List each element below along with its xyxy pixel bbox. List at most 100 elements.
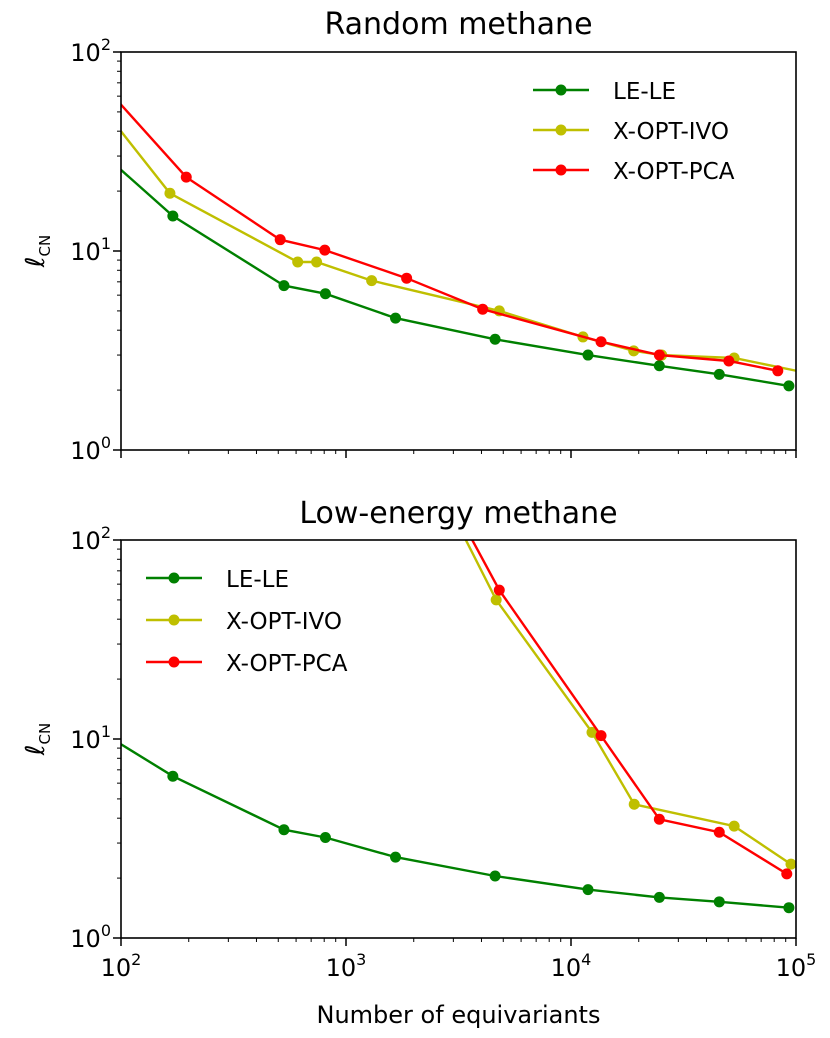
x-axis-label: Number of equivariants	[317, 1001, 601, 1029]
legend-label: X-OPT-IVO	[226, 609, 342, 635]
plot-frame	[120, 51, 797, 451]
chart-panel-1: Random methane100101102ℓCNLE-LEX-OPT-IVO…	[21, 7, 797, 465]
y-tick-base: 10	[70, 527, 101, 555]
data-point	[653, 360, 665, 372]
legend-label: LE-LE	[613, 79, 676, 105]
data-point	[274, 234, 286, 246]
legend-label: X-OPT-IVO	[613, 119, 729, 145]
x-tick-exponent: 3	[356, 950, 366, 969]
legend-marker	[555, 124, 567, 136]
series-group	[121, 466, 796, 914]
y-axis-label: ℓCN	[21, 723, 54, 756]
data-point	[713, 826, 725, 838]
data-point	[783, 902, 795, 914]
data-point	[94, 75, 105, 86]
y-tick-exponent: 1	[101, 722, 111, 741]
legend-marker	[555, 84, 567, 96]
data-point	[477, 303, 489, 315]
data-point	[430, 466, 441, 477]
data-point	[781, 868, 793, 880]
x-tick-base: 10	[101, 954, 132, 982]
series-line-x-opt-pca	[470, 540, 788, 875]
data-point	[783, 380, 795, 392]
data-point	[582, 349, 594, 361]
data-point	[653, 891, 665, 903]
data-point	[713, 896, 725, 908]
data-point	[489, 333, 501, 345]
data-point	[653, 813, 665, 825]
y-tick-label: 102	[70, 523, 111, 555]
data-point	[493, 584, 505, 596]
legend-marker	[168, 656, 180, 668]
data-point	[390, 851, 402, 863]
y-tick-base: 10	[70, 726, 101, 754]
data-point	[94, 145, 105, 156]
y-axis-label-main: ℓ	[21, 744, 51, 756]
data-point	[319, 244, 331, 256]
series-line-le-le	[121, 168, 790, 388]
y-tick-exponent: 0	[101, 921, 111, 940]
plot-frame	[120, 539, 797, 939]
x-tick-base: 10	[776, 954, 807, 982]
data-point	[366, 275, 378, 287]
y-tick-label: 100	[70, 921, 111, 953]
series-line-x-opt-pca	[121, 102, 779, 372]
y-tick-label: 100	[70, 433, 111, 465]
data-point	[586, 726, 598, 738]
legend-label: LE-LE	[226, 567, 289, 593]
data-point	[401, 272, 413, 284]
y-tick-label: 101	[70, 722, 111, 754]
y-axis-label: ℓCN	[21, 235, 54, 268]
data-point	[180, 171, 192, 183]
x-tick-exponent: 4	[581, 950, 591, 969]
legend-marker	[555, 164, 567, 176]
y-axis-label-main: ℓ	[21, 256, 51, 268]
data-point	[311, 256, 323, 268]
data-point	[94, 98, 105, 109]
x-tick-base: 10	[551, 954, 582, 982]
data-point	[490, 594, 502, 606]
data-point	[167, 770, 179, 782]
data-point	[713, 368, 725, 380]
data-point	[278, 280, 290, 292]
x-tick-exponent: 2	[131, 950, 141, 969]
y-tick-base: 10	[70, 238, 101, 266]
data-point	[319, 288, 331, 300]
data-point	[292, 256, 304, 268]
y-tick-exponent: 2	[101, 523, 111, 542]
y-tick-label: 102	[70, 35, 111, 67]
y-tick-exponent: 1	[101, 234, 111, 253]
legend: LE-LE X-OPT-IVO X-OPT-PCA	[533, 79, 735, 185]
data-point	[390, 312, 402, 324]
data-point	[628, 798, 640, 810]
data-point	[772, 365, 784, 377]
data-point	[278, 824, 290, 836]
y-axis-label-sub: CN	[36, 235, 54, 257]
series-line-x-opt-ivo	[464, 540, 792, 866]
chart-title: Low-energy methane	[299, 496, 617, 531]
data-point	[728, 820, 740, 832]
data-point	[785, 858, 796, 870]
data-point	[653, 349, 665, 361]
series-group	[94, 75, 796, 392]
y-tick-base: 10	[70, 925, 101, 953]
x-tick-exponent: 5	[806, 950, 816, 969]
chart-title: Random methane	[324, 7, 592, 42]
x-tick-base: 10	[326, 954, 357, 982]
y-tick-exponent: 2	[101, 35, 111, 54]
y-tick-label: 101	[70, 234, 111, 266]
x-tick-label: 102	[101, 950, 142, 982]
y-tick-base: 10	[70, 437, 101, 465]
x-tick-label: 105	[776, 950, 817, 982]
data-point	[319, 831, 331, 843]
y-tick-base: 10	[70, 39, 101, 67]
legend-label: X-OPT-PCA	[226, 651, 348, 677]
y-axis-label-sub: CN	[36, 723, 54, 745]
legend-marker	[168, 572, 180, 584]
data-point	[582, 884, 594, 896]
data-point	[430, 475, 441, 486]
data-point	[489, 870, 501, 882]
data-point	[167, 210, 179, 222]
